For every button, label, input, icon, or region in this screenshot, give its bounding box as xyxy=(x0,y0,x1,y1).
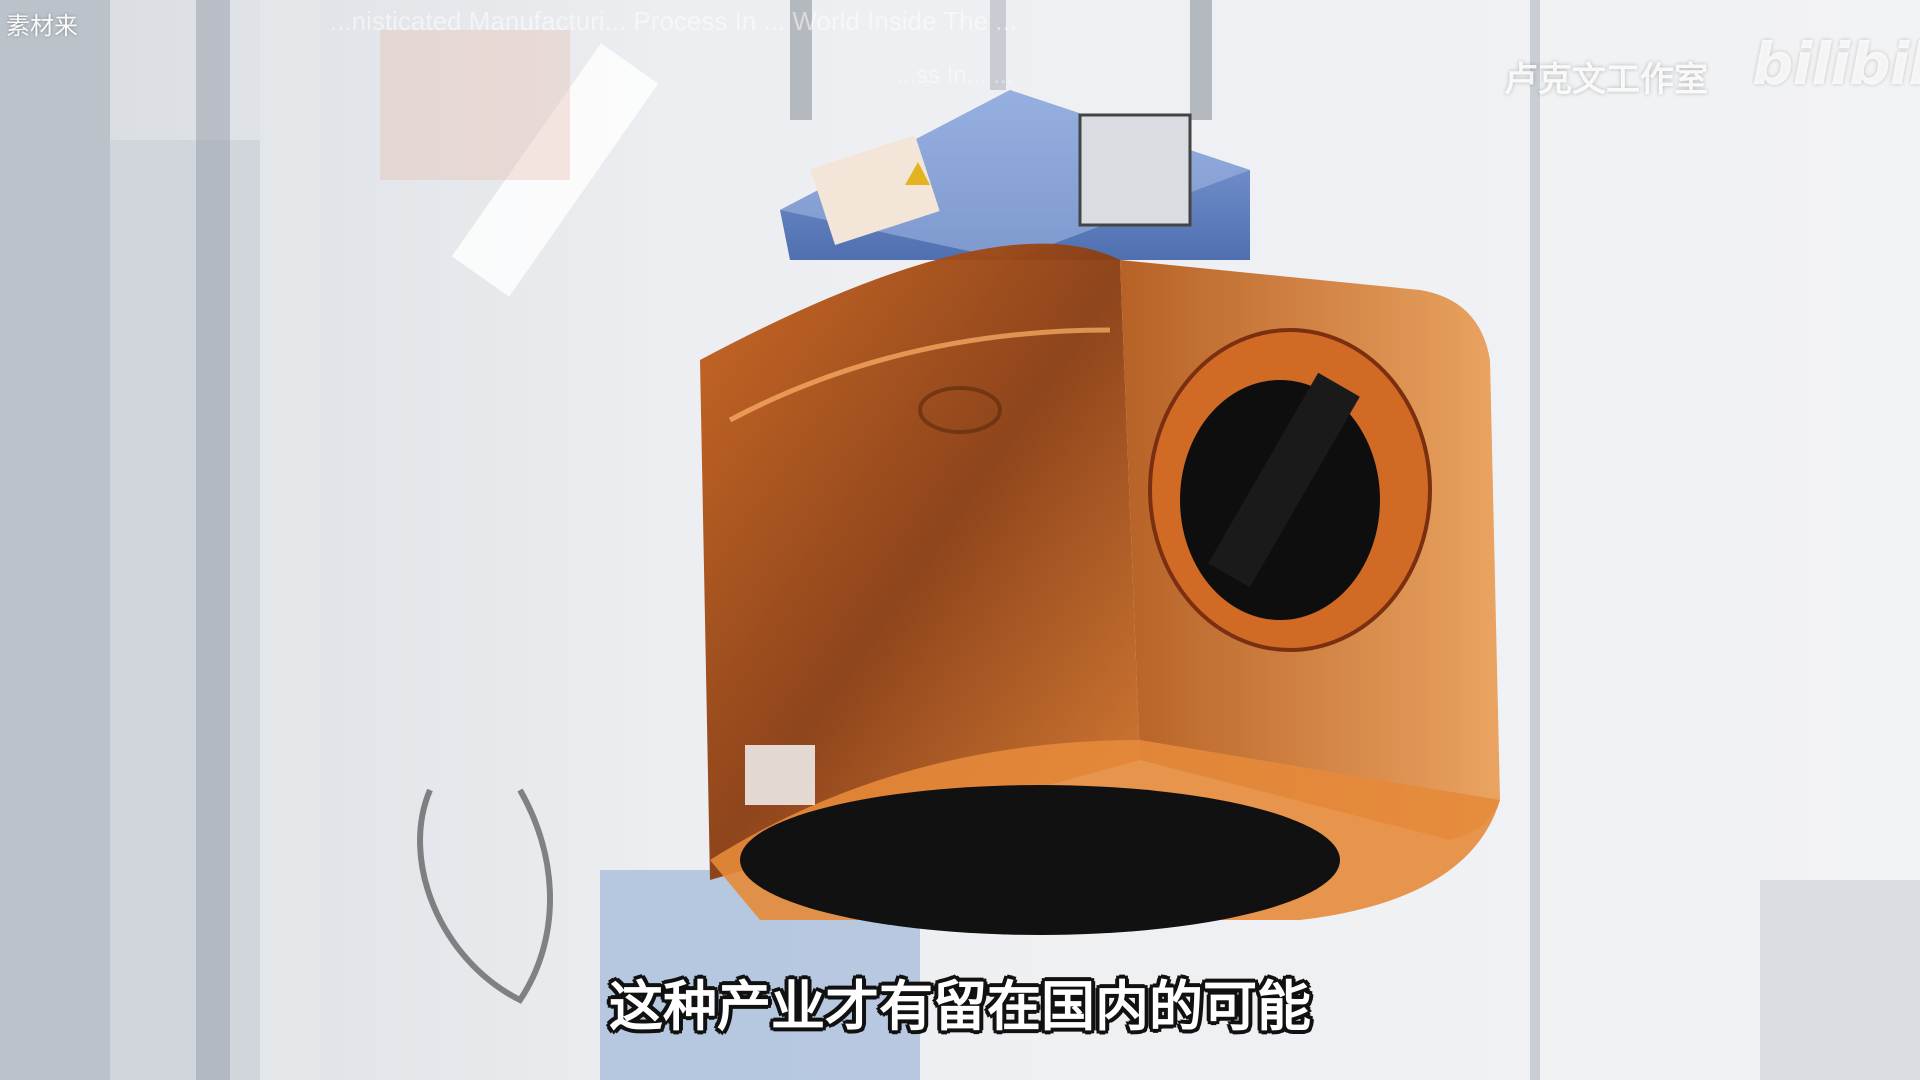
column-edge xyxy=(196,0,230,1080)
left-panel xyxy=(110,140,260,1080)
left-column xyxy=(0,0,110,1080)
pod-handle-bar xyxy=(1208,372,1360,588)
video-source-credit: 素材来 xyxy=(6,12,78,40)
pillar xyxy=(260,0,320,1080)
warning-label xyxy=(810,134,940,246)
reflection-blur xyxy=(380,30,570,180)
hoist-bar xyxy=(990,0,1006,90)
robot-arm-blur xyxy=(417,788,553,1004)
faded-title-overlay-2: ...ss In... ... xyxy=(896,62,1014,89)
foup-pod-front xyxy=(700,243,1140,880)
pod-logo-emboss xyxy=(918,386,1002,434)
hoist-rail-left xyxy=(790,0,812,120)
carrier-mechanism xyxy=(1078,113,1192,227)
warning-triangle xyxy=(905,162,930,185)
pod-highlight xyxy=(728,327,1111,423)
bilibili-logo: bilibili xyxy=(1752,30,1920,98)
right-panel xyxy=(1760,880,1920,1080)
pod-barcode xyxy=(745,745,815,805)
channel-watermark: 卢克文工作室 xyxy=(1504,60,1708,100)
video-subtitle: 这种产业才有留在国内的可能 xyxy=(609,975,1311,1038)
hoist-rail-right xyxy=(1190,0,1212,120)
right-wall-seam xyxy=(1530,0,1540,1080)
ceiling-light xyxy=(451,43,659,297)
pod-bottom-opening xyxy=(740,785,1340,935)
faded-title-overlay: ...nisticated Manufacturi... Process In … xyxy=(330,6,1017,36)
